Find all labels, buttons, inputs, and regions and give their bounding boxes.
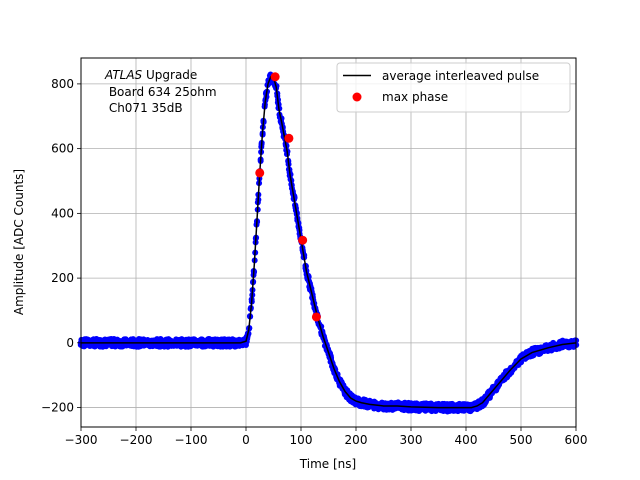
legend-label-average: average interleaved pulse [382,69,539,83]
x-tick-label: 500 [510,433,533,447]
x-tick-label: −100 [175,433,208,447]
max-phase-point [298,235,308,245]
x-tick-label: −300 [65,433,98,447]
x-tick-label: 0 [242,433,250,447]
average-pulse-line [81,75,577,409]
x-tick-label: 400 [455,433,478,447]
y-tick-label: 200 [51,271,74,285]
legend-box [336,62,571,113]
plot-frame [80,57,577,428]
y-tick-label: 400 [51,206,74,220]
annotation-line-3: Ch071 35dB [105,101,183,115]
annotation-line-2: Board 634 25ohm [105,85,217,99]
annotation-line-1: ATLAS Upgrade [104,68,197,82]
legend-label-max-phase: max phase [382,90,448,104]
y-tick-label: −200 [41,401,74,415]
x-tick-label: 300 [400,433,423,447]
axis-ticks: −300 −200 −100 0 100 200 300 400 500 600 −200 0 200 4… [41,77,587,447]
y-axis-label: Amplitude [ADC Counts] [12,169,26,315]
x-tick-label: 200 [345,433,368,447]
x-tick-label: −200 [120,433,153,447]
average-line-layer [81,75,577,409]
max-phase-markers [255,72,321,322]
max-phase-point [311,312,321,322]
legend: average interleaved pulse max phase [336,62,571,113]
max-phase-point [284,133,294,143]
y-tick-label: 800 [51,77,74,91]
y-tick-label: 0 [66,336,74,350]
legend-marker-icon [352,92,362,102]
max-phase-point [255,168,265,178]
y-tick-label: 600 [51,142,74,156]
x-tick-label: 100 [290,433,313,447]
max-phase-point [270,72,280,82]
x-tick-label: 600 [565,433,588,447]
x-axis-label: Time [ns] [299,457,356,471]
atlas-annotation: ATLAS Upgrade Board 634 25ohm Ch071 35dB [104,68,217,115]
